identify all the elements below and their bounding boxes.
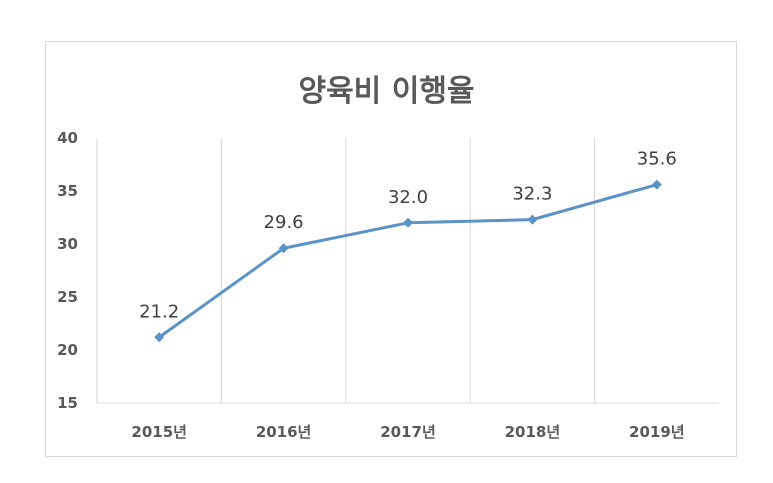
y-tick-label: 40 [57, 129, 78, 147]
grid-lines [220, 138, 596, 403]
y-tick-label: 30 [57, 235, 78, 253]
data-label: 29.6 [264, 212, 304, 233]
data-point-marker [154, 332, 165, 343]
y-tick-label: 20 [57, 341, 78, 359]
data-point-marker [527, 214, 538, 225]
data-label: 32.3 [512, 184, 552, 205]
data-label: 21.2 [139, 301, 179, 322]
y-tick-label: 35 [57, 182, 78, 200]
chart-title: 양육비 이행율 [298, 74, 475, 109]
data-label: 32.0 [388, 187, 428, 208]
y-tick-label: 15 [57, 394, 78, 412]
axes [96, 138, 719, 404]
data-labels: 21.2 29.6 32.0 32.3 35.6 [139, 149, 677, 323]
chart-frame [45, 41, 737, 457]
y-tick-labels: 40 35 30 25 20 15 [57, 129, 78, 412]
data-point-marker [403, 217, 413, 228]
data-point-marker [651, 179, 662, 190]
x-tick-label: 2015년 [131, 423, 187, 441]
data-point-marker [278, 243, 289, 254]
y-tick-label: 25 [57, 288, 78, 306]
x-tick-label: 2016년 [256, 423, 312, 441]
x-tick-label: 2019년 [629, 423, 685, 441]
data-label: 35.6 [637, 149, 677, 170]
x-tick-label: 2017년 [380, 423, 436, 441]
series-line [154, 179, 662, 343]
x-tick-label: 2018년 [505, 423, 561, 441]
x-tick-labels: 2015년 2016년 2017년 2018년 2019년 [131, 423, 684, 441]
